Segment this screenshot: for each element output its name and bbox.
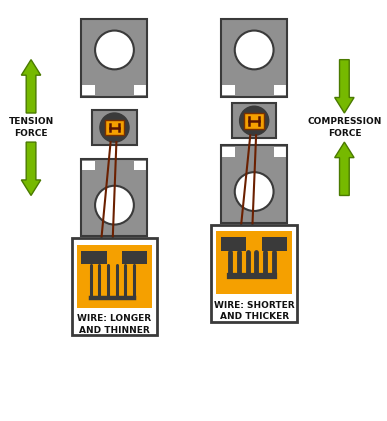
Bar (82, 19, 147, 96)
Bar (221, 145, 287, 223)
Bar (274, 85, 287, 95)
Circle shape (100, 113, 129, 142)
Bar (221, 19, 287, 96)
Text: WIRE: SHORTER
AND THICKER: WIRE: SHORTER AND THICKER (214, 301, 295, 321)
Bar (221, 145, 287, 223)
Bar (221, 147, 235, 157)
Circle shape (235, 172, 274, 211)
Bar (134, 85, 147, 95)
Bar (221, 19, 287, 96)
Bar (232, 103, 276, 138)
Bar (105, 120, 124, 135)
Text: WIRE: LONGER
AND THINNER: WIRE: LONGER AND THINNER (77, 314, 152, 335)
Bar (82, 159, 147, 236)
Bar (72, 238, 157, 335)
FancyArrow shape (21, 142, 41, 195)
FancyArrow shape (21, 60, 41, 113)
Bar (82, 85, 95, 95)
Bar (262, 237, 287, 251)
Bar (122, 251, 147, 264)
Bar (82, 160, 95, 170)
Bar (245, 113, 264, 128)
Bar (82, 251, 106, 264)
FancyArrow shape (335, 60, 354, 113)
Bar (221, 85, 235, 95)
Circle shape (95, 186, 134, 224)
Bar (92, 110, 137, 145)
Circle shape (235, 31, 274, 69)
Bar (82, 159, 147, 236)
FancyArrow shape (335, 142, 354, 195)
Text: TENSION
FORCE: TENSION FORCE (9, 117, 54, 138)
Bar (221, 237, 246, 251)
Bar (211, 224, 297, 322)
Circle shape (240, 106, 269, 135)
Circle shape (95, 31, 134, 69)
Bar (77, 245, 152, 308)
Bar (216, 232, 292, 294)
Bar (82, 19, 147, 96)
Text: COMPRESSION
FORCE: COMPRESSION FORCE (307, 117, 382, 138)
Bar (274, 147, 287, 157)
Bar (134, 160, 147, 170)
